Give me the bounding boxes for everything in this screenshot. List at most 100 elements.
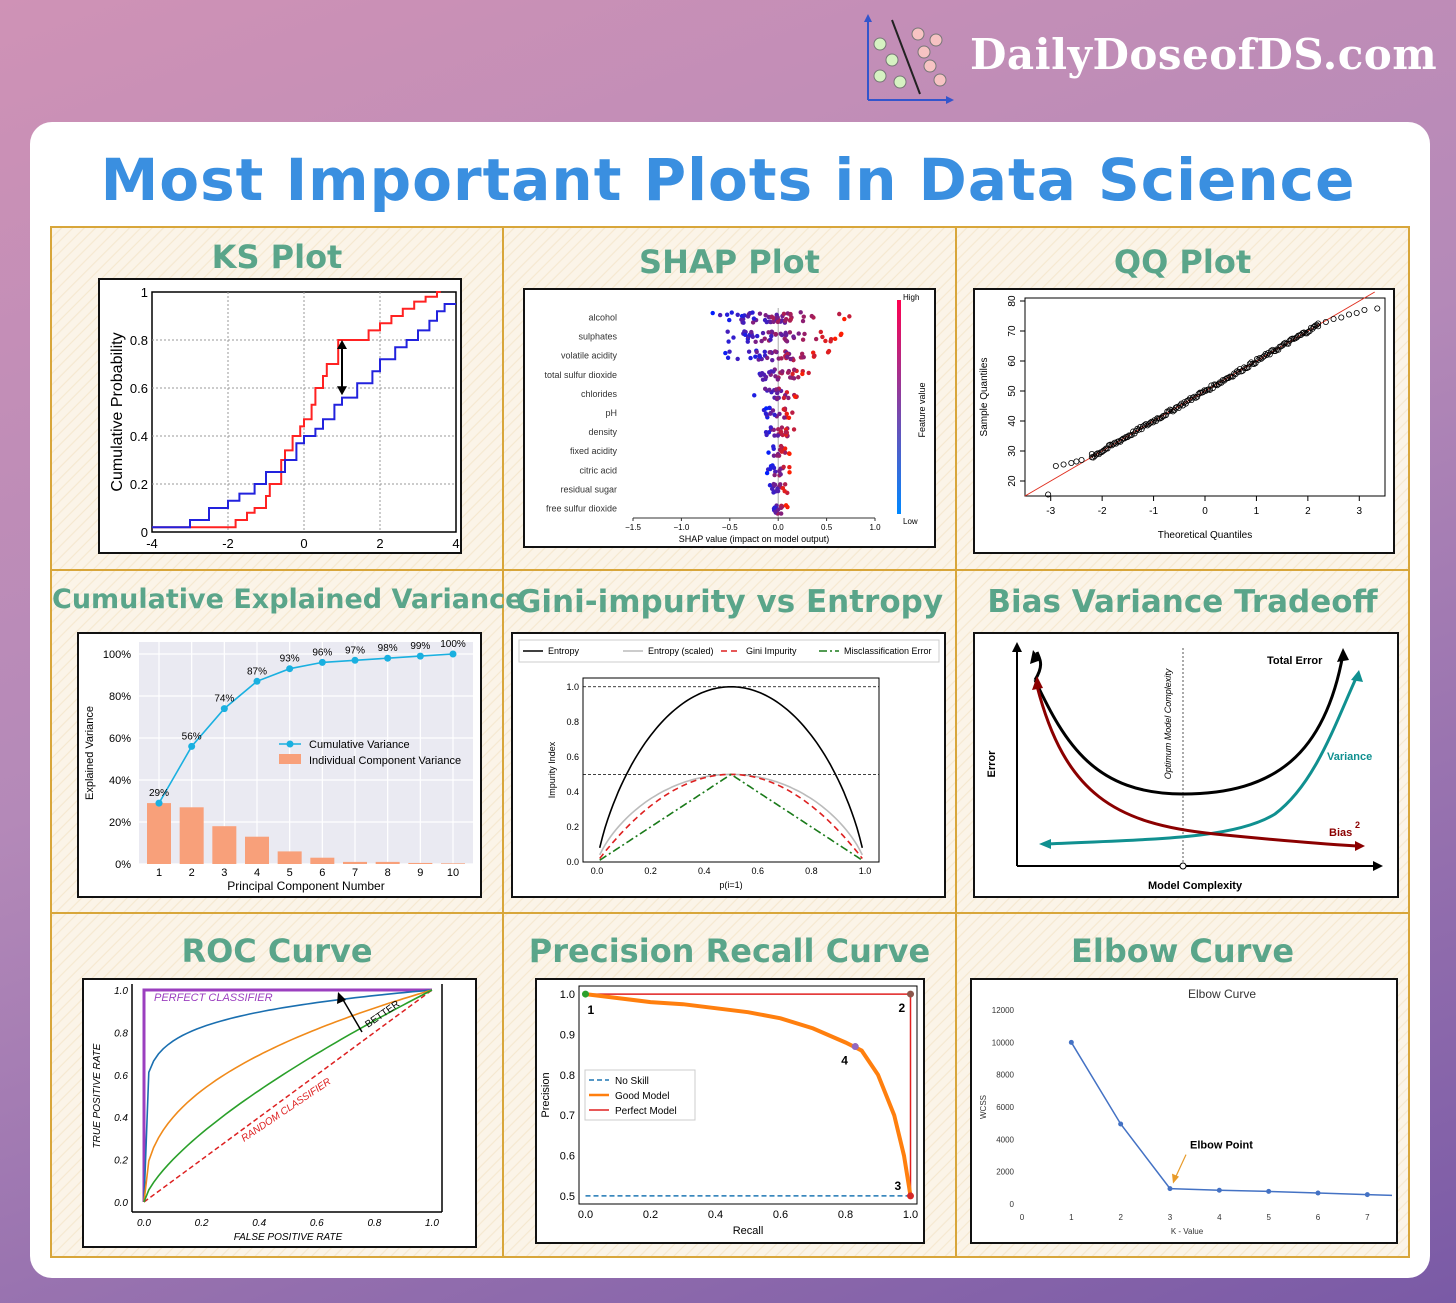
shap-point (731, 335, 736, 340)
brand-name[interactable]: DailyDoseofDS.com (970, 30, 1438, 79)
qq-point (1285, 340, 1292, 347)
y-tick-label: 1 (141, 285, 148, 300)
qq-point (1194, 393, 1201, 400)
qq-point (1322, 318, 1329, 325)
feature-label: volatile acidity (561, 351, 618, 361)
qq-point (1280, 340, 1287, 347)
x-tick-label: 7 (1365, 1213, 1370, 1222)
data-label: 56% (182, 731, 202, 742)
shap-point (725, 329, 730, 334)
legend-label: Individual Component Variance (309, 755, 461, 767)
shap-point (767, 387, 772, 393)
point-label: 3 (895, 1179, 902, 1193)
plot-area (1024, 297, 1386, 497)
bias-exponent: 2 (1355, 820, 1360, 830)
shap-point (784, 332, 789, 337)
qq-point (1174, 403, 1181, 410)
arrow-head (1373, 861, 1383, 871)
shap-point (745, 339, 750, 344)
y-tick-label: 0.7 (560, 1110, 575, 1122)
variance-bar (375, 861, 400, 864)
qq-point (1300, 329, 1307, 336)
y-tick-label: 10000 (992, 1038, 1015, 1047)
total-error-curve (1033, 653, 1345, 796)
shap-point (775, 390, 780, 396)
shap-point (762, 349, 767, 354)
qq-point (1251, 360, 1258, 367)
qq-point (1121, 435, 1128, 442)
point-marker (907, 1192, 914, 1200)
x-tick-label: 0 (1202, 506, 1208, 517)
qq-point (1305, 329, 1312, 336)
x-tick-label: 6 (319, 867, 325, 879)
x-tick-label: 0.4 (252, 1218, 266, 1229)
shap-point (771, 490, 776, 495)
shap-point (735, 312, 740, 317)
qq-point (1094, 450, 1101, 457)
arrow-head (1012, 642, 1022, 652)
y-tick-label: 50 (1007, 385, 1018, 397)
y-tick-label: 20% (109, 817, 131, 829)
shap-point (771, 453, 777, 458)
arrow-head (1355, 841, 1365, 851)
qq-point (1128, 432, 1135, 439)
shap-point (787, 465, 792, 470)
roc-plot: BETTER PERFECT CLASSIFIER RANDOM CLASSIFIE… (82, 978, 477, 1248)
x-tick-label: −1.0 (674, 523, 690, 532)
qq-point (1192, 394, 1199, 401)
gini-series-4 (599, 773, 863, 861)
x-tick-label: 0.8 (838, 1209, 853, 1221)
shap-point (757, 354, 763, 360)
x-tick-label: 1 (1069, 1213, 1074, 1222)
x-axis-label: Model Complexity (1148, 880, 1243, 892)
y-tick-label: 30 (1007, 445, 1018, 457)
x-tick-label: 6 (1316, 1213, 1321, 1222)
variance-label: Variance (1327, 751, 1372, 763)
x-axis-label: FALSE POSITIVE RATE (234, 1232, 343, 1243)
plot-area (582, 677, 880, 863)
shap-point (778, 472, 783, 477)
shap-point (771, 481, 776, 487)
grid-divider (502, 226, 504, 1258)
gini-title: Gini-impurity vs Entropy (515, 584, 944, 620)
shap-point (798, 310, 803, 315)
y-tick-label: 40 (1007, 415, 1018, 427)
feature-label: alcohol (588, 313, 617, 323)
legend-label: Gini Impurity (746, 646, 797, 656)
brand-header: DailyDoseofDS.com (860, 12, 1440, 107)
shap-point (775, 377, 781, 382)
shap-point (762, 386, 768, 392)
shap-point (749, 329, 754, 335)
qq-plot: -3 -2 -1 0 1 2 3 20 30 40 50 60 70 80 Theoretical Quan… (973, 288, 1395, 554)
arrow-head (1351, 670, 1363, 682)
shap-point (787, 330, 793, 335)
feature-label: fixed acidity (570, 446, 618, 456)
shap-point (760, 330, 766, 336)
shap-point (778, 511, 784, 516)
x-tick-label: 4 (1217, 1213, 1222, 1222)
shap-point (766, 450, 771, 455)
total-error-label: Total Error (1267, 655, 1323, 667)
qq-point (1045, 491, 1052, 498)
shap-point (772, 412, 777, 418)
qq-point (1142, 421, 1149, 428)
shap-point (724, 312, 730, 317)
shap-point (788, 311, 793, 317)
shap-point (751, 316, 757, 321)
x-tick-label: 3 (221, 867, 227, 879)
qq-point (1187, 395, 1194, 402)
qq-point (1162, 412, 1169, 419)
qq-point (1253, 356, 1260, 363)
x-tick-label: 0.2 (644, 866, 657, 876)
feature-label: total sulfur dioxide (544, 370, 617, 380)
gini-series-3 (599, 773, 863, 859)
qq-point (1202, 387, 1209, 394)
qq-point (1262, 351, 1269, 358)
qq-point (1110, 441, 1117, 448)
shap-point (752, 393, 757, 398)
shap-point (791, 376, 797, 381)
shap-point (750, 310, 755, 315)
y-axis-label: Precision (540, 1072, 552, 1117)
y-axis-label: Impurity Index (547, 741, 557, 798)
shap-point (780, 485, 786, 491)
